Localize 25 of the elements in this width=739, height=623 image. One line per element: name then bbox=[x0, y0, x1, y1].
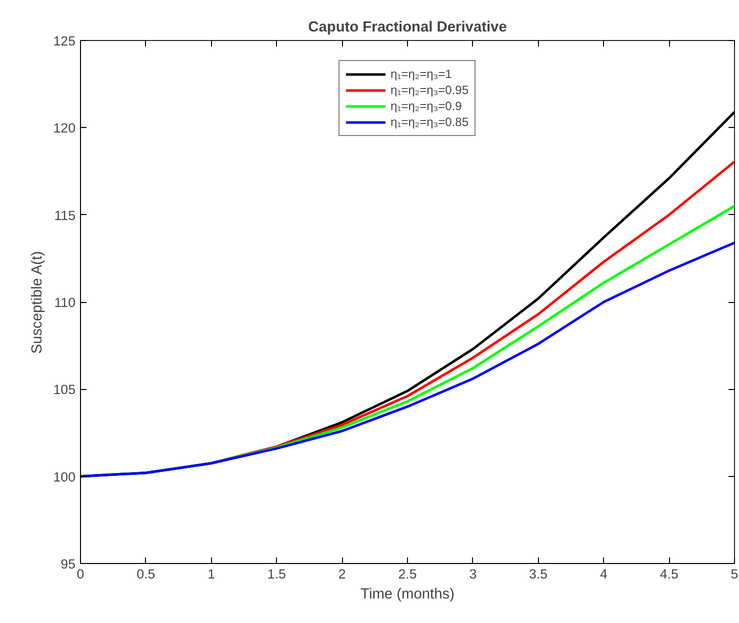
legend-label: η₁=η₂=η₃=1 bbox=[390, 67, 452, 81]
chart-title: Caputo Fractional Derivative bbox=[308, 20, 507, 36]
x-tick-label: 4 bbox=[600, 566, 608, 582]
x-tick-label: 2 bbox=[338, 566, 346, 582]
x-tick-label: 1 bbox=[208, 566, 216, 582]
x-axis-title: Time (months) bbox=[360, 586, 454, 602]
x-tick-label: 3.5 bbox=[529, 566, 548, 582]
legend-label: η₁=η₂=η₃=0.9 bbox=[390, 99, 462, 113]
y-tick-label: 110 bbox=[54, 295, 76, 310]
x-tick-label: 0 bbox=[76, 566, 84, 582]
y-tick-label: 115 bbox=[54, 208, 76, 223]
legend-label: η₁=η₂=η₃=0.95 bbox=[390, 83, 468, 97]
y-tick-label: 95 bbox=[60, 556, 76, 572]
x-tick-label: 1.5 bbox=[267, 566, 286, 582]
y-tick-label: 125 bbox=[53, 34, 76, 48]
legend-label: η₁=η₂=η₃=0.85 bbox=[390, 115, 468, 129]
x-tick-label: 4.5 bbox=[660, 566, 678, 582]
y-tick-label: 120 bbox=[53, 120, 76, 136]
y-tick-label: 100 bbox=[53, 469, 76, 484]
y-tick-label: 105 bbox=[53, 382, 76, 398]
x-tick-label: 2.5 bbox=[398, 566, 417, 582]
y-axis-title: Susceptible A(t) bbox=[29, 251, 46, 354]
x-tick-label: 3 bbox=[469, 566, 477, 582]
x-tick-label: 5 bbox=[730, 566, 738, 582]
x-tick-label: 0.5 bbox=[136, 566, 156, 582]
